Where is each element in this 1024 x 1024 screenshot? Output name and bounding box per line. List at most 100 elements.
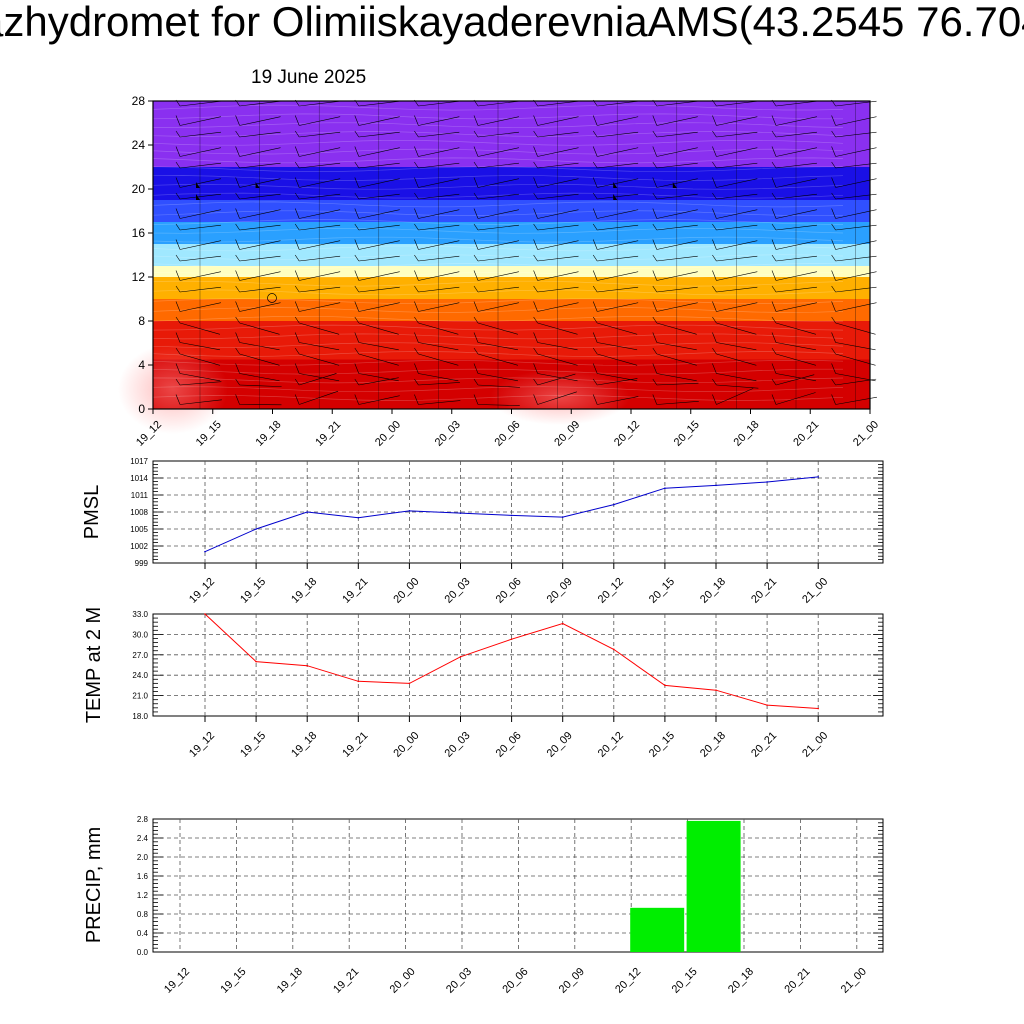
wind-barb-feather [712,130,717,138]
wind-barb-feather [294,363,300,374]
wind-barb [239,178,281,188]
wind-barb-feather [354,239,360,250]
wind-barb [716,302,758,312]
pmsl-data-point [357,516,360,519]
wind-barb-column [473,99,521,409]
wind-barb-feather [414,363,419,374]
wind-barb-feather [652,192,658,200]
wind-barb-feather [175,146,181,157]
contour-line [152,183,844,190]
contour-line [152,131,844,137]
wind-barb [239,240,281,250]
wind-barb-feather [592,316,598,324]
pmsl-x-tick-label: 20_18 [698,576,728,606]
precip-y-tick-label: 2.4 [137,834,149,843]
wind-barb [477,240,519,250]
wind-barb-feather [354,177,360,188]
wind-barb [239,193,281,200]
wind-barb-feather [771,270,777,281]
contour-line [152,245,844,252]
pmsl-data-point [664,487,666,490]
heatmap-x-tick-label: 20_12 [612,419,642,449]
wind-barb-column [354,99,400,409]
wind-barb-feather [473,316,479,324]
temp-x-tick-label: 20_21 [749,730,779,760]
wind-barb-feather [712,208,717,219]
wind-barb [775,302,817,312]
wind-barb-feather [771,177,777,188]
wind-barb [477,209,519,219]
wind-barb-feather [354,363,360,374]
wind-barb-feather [533,363,538,374]
wind-barb-feather [712,146,717,157]
wind-barb-feather [235,301,240,312]
wind-barb [418,400,461,405]
wind-barb-feather [771,394,777,405]
wind-barb-feather [414,254,419,262]
heatmap-x-tick-label: 20_21 [791,419,821,449]
wind-barb-feather [771,192,777,200]
pmsl-data-point [459,512,462,514]
wind-barb [597,255,639,262]
pmsl-data-point [255,528,257,530]
wind-barb-feather [235,239,240,250]
temp-data-point [561,622,564,625]
wind-barb [418,224,460,231]
wind-barb-feather [414,347,419,355]
wind-barb-feather [175,223,181,231]
wind-barb-feather [712,177,717,188]
wind-barb-feather [473,208,479,219]
wind-barb [656,193,698,200]
wind-barb-feather [771,301,777,312]
wind-barb-feather [414,285,419,293]
wind-barb-feather [831,378,836,386]
wind-barb-feather [235,332,240,343]
wind-barb-feather [533,332,538,343]
temp-x-tick-label: 19_15 [238,730,268,760]
wind-barb-feather [294,146,300,157]
wind-barb-feather [414,115,419,126]
wind-barb-feather [652,332,658,343]
pmsl-x-tick-label: 21_00 [800,576,830,606]
wind-barb [418,209,460,219]
pmsl-y-tick-label: 1002 [130,542,148,551]
wind-barb [775,240,817,250]
wind-barb [656,382,699,386]
contour-line [152,315,844,322]
wind-barb [179,162,221,169]
wind-barb [179,255,221,262]
wind-barb [299,147,341,157]
pmsl-x-tick-label: 20_09 [545,576,575,606]
wind-barb-feather [592,208,598,219]
temp-x-tick-label: 20_03 [443,730,473,760]
precip-x-tick-label: 20_21 [782,966,812,996]
wind-barb-feather [473,347,479,355]
wind-barb [597,178,639,188]
wind-barb [239,255,281,262]
wind-barb [597,302,639,312]
wind-barb-feather [652,301,658,312]
temp-data-point [306,664,309,667]
heatmap-x-tick-label: 20_15 [672,419,702,449]
wind-barb [656,116,698,126]
wind-barb-column [235,99,282,409]
wind-barb-feather [235,130,240,138]
wind-barb [358,224,400,231]
contour-line [152,254,844,261]
wind-barb [179,116,221,126]
heatmap-y-tick-label: 12 [132,270,146,284]
pmsl-y-tick-label: 1017 [130,457,148,466]
pmsl-data-point [561,516,564,518]
wind-barb-feather [414,378,419,386]
wind-barb [179,178,221,188]
wind-barb [775,374,815,386]
contour-line [152,113,843,120]
wind-barb [656,131,698,138]
temp-y-axis-label: TEMP at 2 M [83,607,105,723]
wind-barb-feather [235,161,240,169]
wind-barb-feather [354,146,360,157]
wind-barb [418,162,460,169]
wind-barb-feather [294,130,300,138]
wind-barb-feather [831,115,836,126]
heatmap-x-tick-label: 20_00 [373,419,403,449]
